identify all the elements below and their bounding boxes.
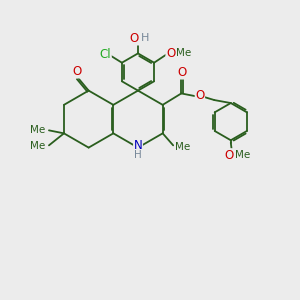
Text: Cl: Cl <box>100 48 111 61</box>
Text: N: N <box>134 139 142 152</box>
Text: O: O <box>224 149 233 162</box>
Text: O: O <box>195 89 205 102</box>
Text: H: H <box>134 150 142 160</box>
Text: Me: Me <box>176 48 192 58</box>
Text: O: O <box>166 46 175 60</box>
Text: H: H <box>140 33 149 43</box>
Text: O: O <box>130 32 139 45</box>
Text: Me: Me <box>235 150 250 160</box>
Text: Me: Me <box>30 141 45 151</box>
Text: Me: Me <box>175 142 190 152</box>
Text: O: O <box>72 65 81 78</box>
Text: O: O <box>177 66 187 79</box>
Text: Me: Me <box>30 125 45 135</box>
